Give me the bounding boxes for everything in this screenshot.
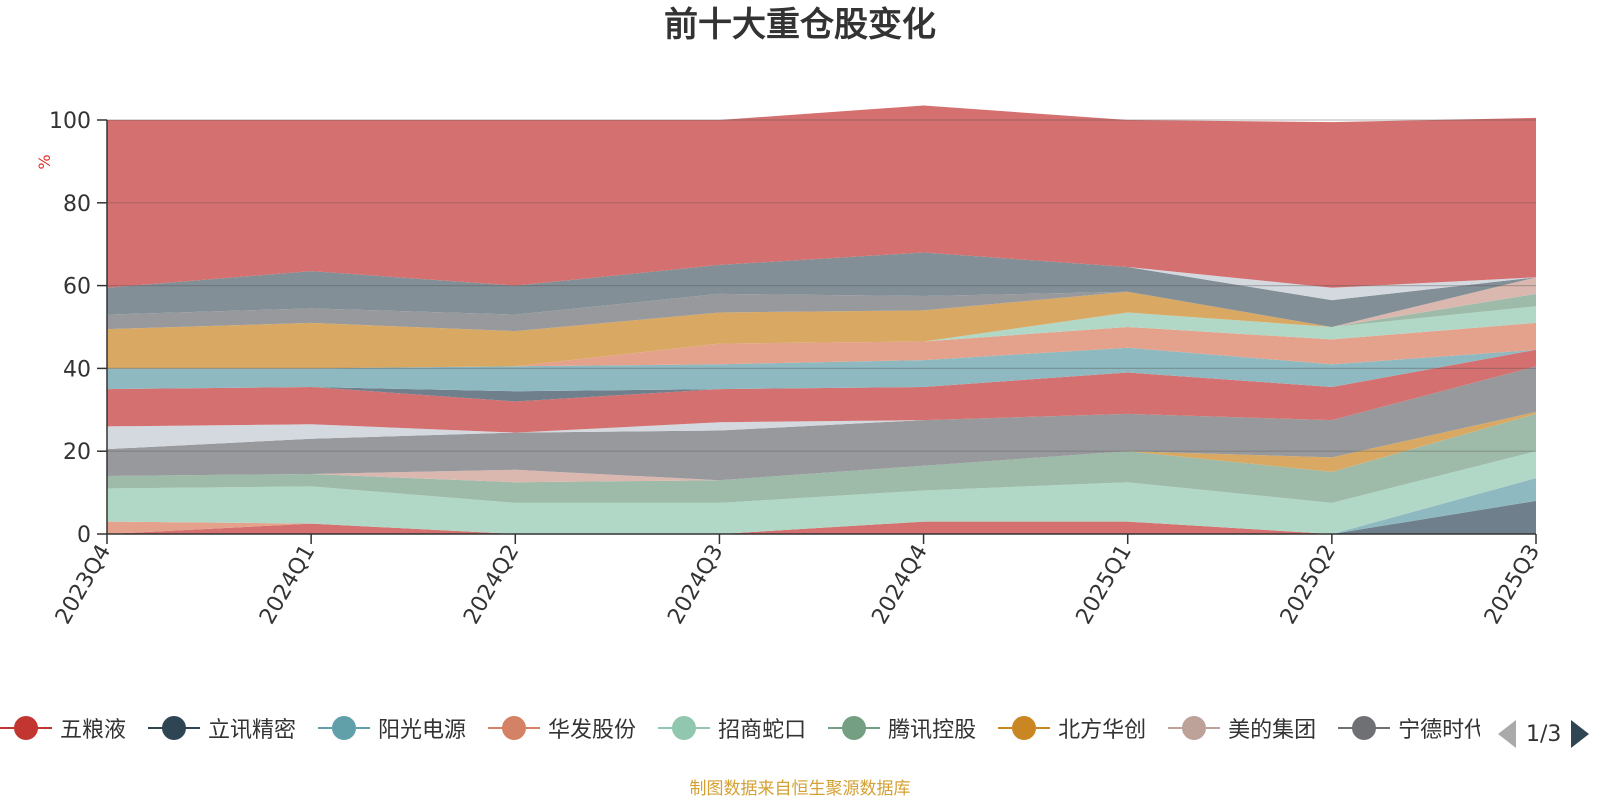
legend-item[interactable]: 美的集团 <box>1168 712 1316 744</box>
legend-label: 五粮液 <box>60 718 127 743</box>
legend-item[interactable]: 阳光电源 <box>318 712 466 744</box>
legend-item[interactable]: 宁德时代 <box>1338 712 1480 744</box>
legend-marker-icon <box>148 716 201 740</box>
area-series-5[interactable] <box>107 451 1536 534</box>
legend-label: 腾讯控股 <box>888 718 977 743</box>
legend-marker-icon <box>1168 716 1221 740</box>
legend-item[interactable]: 招商蛇口 <box>658 712 806 744</box>
x-tick-label: 2025Q2 <box>1276 541 1341 629</box>
y-tick-label: 60 <box>63 275 91 300</box>
y-tick-label: 80 <box>63 192 91 217</box>
y-tick-label: 100 <box>49 109 91 134</box>
area-series-9[interactable] <box>107 366 1536 481</box>
area-series-20[interactable] <box>107 252 1536 328</box>
legend-marker-icon <box>828 716 881 740</box>
x-tick-label: 2024Q2 <box>459 541 524 629</box>
legend-label: 招商蛇口 <box>718 718 807 743</box>
area-series-10[interactable] <box>107 366 1536 450</box>
area-series-22[interactable] <box>107 105 1536 288</box>
legend-marker-icon <box>658 716 711 740</box>
legend-label: 华发股份 <box>548 718 637 743</box>
legend-marker-icon <box>318 716 371 740</box>
legend-item[interactable]: 华发股份 <box>488 712 636 744</box>
legend-pager: 1/3 <box>1498 712 1600 756</box>
area-series-11[interactable] <box>107 349 1536 433</box>
legend-page-indicator: 1/3 <box>1526 721 1562 747</box>
x-tick-label: 2024Q1 <box>255 541 320 629</box>
legend-prev-page-icon[interactable] <box>1498 720 1516 748</box>
y-tick-label: 20 <box>63 440 91 465</box>
legend-marker-icon <box>0 716 52 740</box>
area-series-1[interactable] <box>107 500 1536 534</box>
legend-next-page-icon[interactable] <box>1571 720 1590 748</box>
x-tick-label: 2024Q3 <box>663 541 728 629</box>
legend-label: 立讯精密 <box>208 718 297 743</box>
legend-item[interactable]: 五粮液 <box>0 712 126 744</box>
area-series-16[interactable] <box>107 291 1536 369</box>
legend-marker-icon <box>998 716 1051 740</box>
source-note: 制图数据来自恒生聚源数据库 <box>689 779 911 799</box>
legend-item[interactable]: 立讯精密 <box>148 712 296 744</box>
chart-title: 前十大重仓股变化 <box>664 5 936 45</box>
x-tick-label: 2023Q4 <box>51 541 116 629</box>
legend: 五粮液 立讯精密 阳光电源 华发股份 招商蛇口 腾讯控股 北方华创 美的集团 宁德时代 <box>0 712 1480 756</box>
y-axis-label: % <box>35 154 54 169</box>
legend-label: 北方华创 <box>1058 718 1147 743</box>
legend-marker-icon <box>1338 716 1391 740</box>
area-series-15[interactable] <box>107 306 1536 369</box>
area-series-6[interactable] <box>107 413 1536 503</box>
y-tick-label: 0 <box>77 523 91 548</box>
area-series-13[interactable] <box>107 347 1536 392</box>
area-series-3[interactable] <box>107 478 1536 534</box>
x-tick-label: 2025Q3 <box>1480 541 1545 629</box>
x-tick-label: 2025Q1 <box>1072 541 1137 629</box>
legend-marker-icon <box>488 716 541 740</box>
area-series-14[interactable] <box>107 322 1536 369</box>
legend-item[interactable]: 北方华创 <box>998 712 1146 744</box>
x-tick-label: 2024Q4 <box>867 541 932 629</box>
area-series-19[interactable] <box>107 277 1536 332</box>
legend-label: 宁德时代 <box>1398 718 1480 743</box>
y-tick-label: 40 <box>63 357 91 382</box>
legend-label: 阳光电源 <box>378 718 467 743</box>
legend-item[interactable]: 腾讯控股 <box>828 712 976 744</box>
legend-label: 美的集团 <box>1228 718 1317 743</box>
